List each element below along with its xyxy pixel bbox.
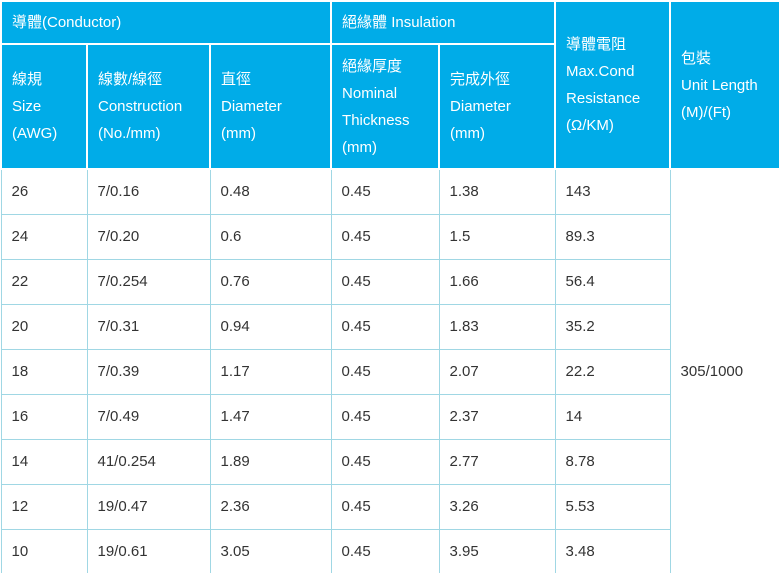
cell-thickness: 0.45 — [330, 393, 440, 440]
cell-resistance: 14 — [554, 393, 671, 440]
table-row: 20 7/0.31 0.94 0.45 1.83 35.2 — [0, 303, 779, 350]
table-row: 16 7/0.49 1.47 0.45 2.37 14 — [0, 393, 779, 440]
cell-size: 20 — [0, 303, 88, 350]
cell-diameter: 3.05 — [209, 528, 332, 573]
cell-resistance: 3.48 — [554, 528, 671, 573]
cell-size: 22 — [0, 258, 88, 305]
group-header-row: 導體(Conductor) 絕緣體 Insulation 導體電阻 Max.Co… — [0, 0, 779, 170]
col-header-unit-length: 包裝 Unit Length (M)/(Ft) — [669, 0, 779, 170]
cell-diameter: 0.94 — [209, 303, 332, 350]
cell-diameter: 1.47 — [209, 393, 332, 440]
table-row: 18 7/0.39 1.17 0.45 2.07 22.2 — [0, 348, 779, 395]
cell-outer-diameter: 1.66 — [438, 258, 556, 305]
cell-resistance: 5.53 — [554, 483, 671, 530]
cell-construction: 7/0.31 — [86, 303, 211, 350]
cell-thickness: 0.45 — [330, 258, 440, 305]
cell-size: 12 — [0, 483, 88, 530]
cell-size: 24 — [0, 213, 88, 260]
cell-outer-diameter: 1.38 — [438, 168, 556, 215]
cell-construction: 7/0.254 — [86, 258, 211, 305]
cell-diameter: 2.36 — [209, 483, 332, 530]
cell-construction: 7/0.16 — [86, 168, 211, 215]
cell-diameter: 0.48 — [209, 168, 332, 215]
cell-thickness: 0.45 — [330, 168, 440, 215]
cell-size: 26 — [0, 168, 88, 215]
table-row: 26 7/0.16 0.48 0.45 1.38 143 305/1000 — [0, 168, 779, 573]
cell-outer-diameter: 1.83 — [438, 303, 556, 350]
cell-resistance: 22.2 — [554, 348, 671, 395]
cell-unit-length: 305/1000 — [669, 168, 779, 573]
cell-outer-diameter: 2.77 — [438, 438, 556, 485]
group-header-insulation: 絕緣體 Insulation — [330, 0, 557, 45]
cell-outer-diameter: 3.26 — [438, 483, 556, 530]
cell-construction: 19/0.61 — [86, 528, 211, 573]
table-body: 26 7/0.16 0.48 0.45 1.38 143 305/1000 24… — [0, 168, 779, 573]
cell-thickness: 0.45 — [330, 348, 440, 395]
cell-thickness: 0.45 — [330, 483, 440, 530]
table-row: 10 19/0.61 3.05 0.45 3.95 3.48 — [0, 528, 779, 573]
cell-size: 16 — [0, 393, 88, 440]
cell-construction: 41/0.254 — [86, 438, 211, 485]
cell-construction: 7/0.20 — [86, 213, 211, 260]
cell-outer-diameter: 3.95 — [438, 528, 556, 573]
col-header-insulation-thickness: 絕緣厚度 Nominal Thickness (mm) — [330, 43, 441, 170]
cell-resistance: 143 — [554, 168, 671, 215]
cell-outer-diameter: 2.07 — [438, 348, 556, 395]
table-row: 24 7/0.20 0.6 0.45 1.5 89.3 — [0, 213, 779, 260]
cell-outer-diameter: 1.5 — [438, 213, 556, 260]
cell-construction: 7/0.49 — [86, 393, 211, 440]
cell-resistance: 8.78 — [554, 438, 671, 485]
group-header-conductor: 導體(Conductor) — [0, 0, 333, 45]
cell-diameter: 1.17 — [209, 348, 332, 395]
cell-size: 14 — [0, 438, 88, 485]
cell-size: 18 — [0, 348, 88, 395]
cell-thickness: 0.45 — [330, 438, 440, 485]
cell-thickness: 0.45 — [330, 528, 440, 573]
cell-construction: 7/0.39 — [86, 348, 211, 395]
col-header-construction: 線數/線徑 Construction (No./mm) — [86, 43, 211, 170]
cell-diameter: 0.76 — [209, 258, 332, 305]
table-header: 導體(Conductor) 絕緣體 Insulation 導體電阻 Max.Co… — [0, 0, 779, 170]
col-header-size: 線規 Size (AWG) — [0, 43, 88, 170]
cell-size: 10 — [0, 528, 88, 573]
column-header-row: 線規 Size (AWG) 線數/線徑 Construction (No./mm… — [0, 43, 779, 170]
table-row: 14 41/0.254 1.89 0.45 2.77 8.78 — [0, 438, 779, 485]
cell-resistance: 56.4 — [554, 258, 671, 305]
cell-outer-diameter: 2.37 — [438, 393, 556, 440]
table-row: 12 19/0.47 2.36 0.45 3.26 5.53 — [0, 483, 779, 530]
col-header-conductor-diameter: 直徑 Diameter (mm) — [208, 43, 333, 170]
cell-thickness: 0.45 — [330, 303, 440, 350]
cell-diameter: 0.6 — [209, 213, 332, 260]
cell-construction: 19/0.47 — [86, 483, 211, 530]
col-header-max-resistance: 導體電阻 Max.Cond Resistance (Ω/KM) — [554, 0, 672, 170]
cell-resistance: 35.2 — [554, 303, 671, 350]
cell-resistance: 89.3 — [554, 213, 671, 260]
table-row: 22 7/0.254 0.76 0.45 1.66 56.4 — [0, 258, 779, 305]
cell-diameter: 1.89 — [209, 438, 332, 485]
col-header-outer-diameter: 完成外徑 Diameter (mm) — [438, 43, 557, 170]
cell-thickness: 0.45 — [330, 213, 440, 260]
